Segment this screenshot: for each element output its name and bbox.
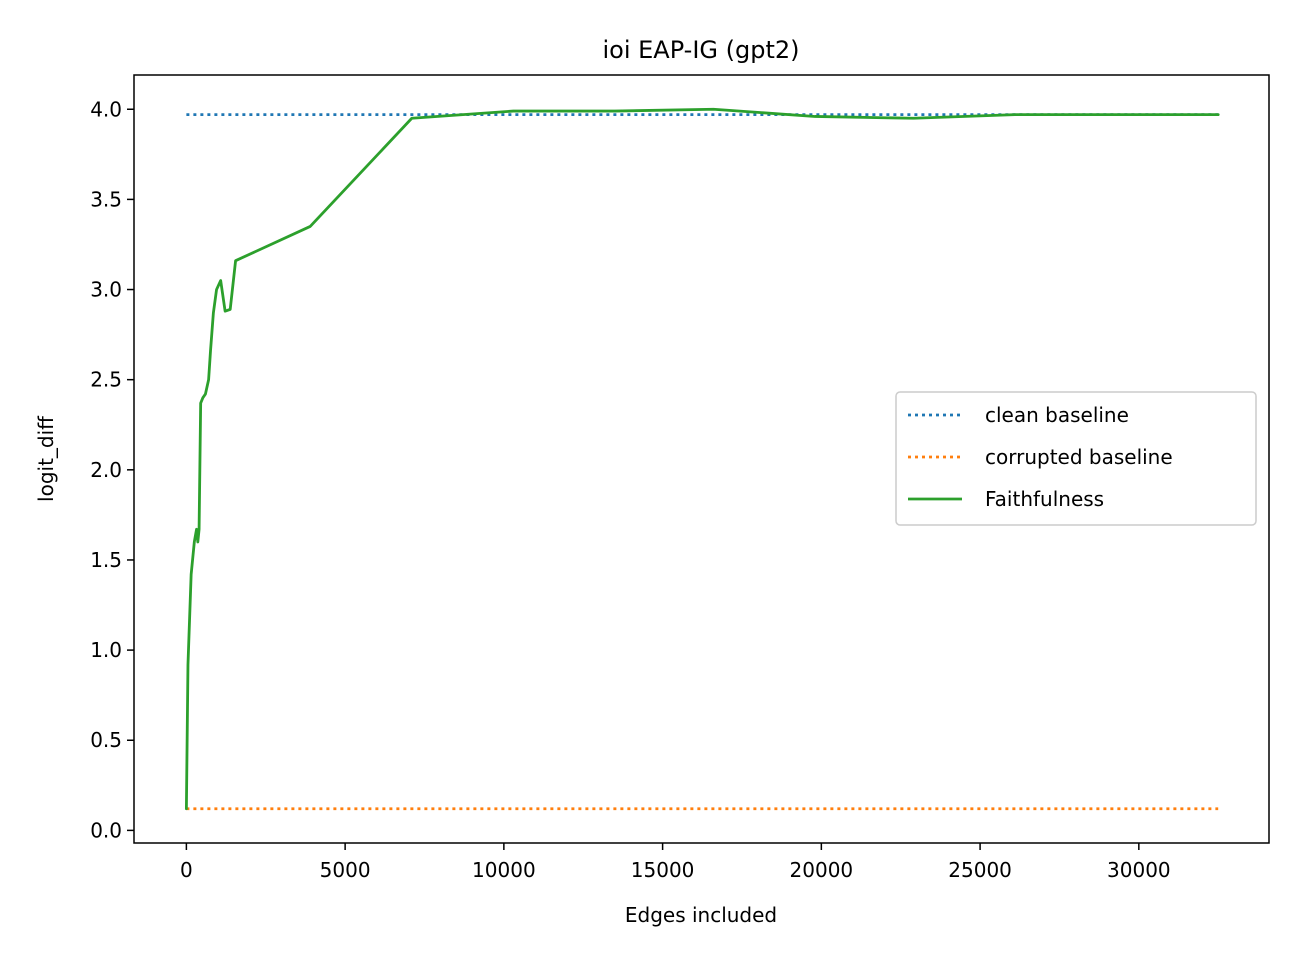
x-axis-label: Edges included — [625, 903, 777, 927]
x-tick-label-3: 15000 — [631, 858, 695, 882]
y-tick-label-8: 4.0 — [90, 97, 122, 121]
x-tick-label-5: 25000 — [948, 858, 1012, 882]
y-tick-label-3: 1.5 — [90, 548, 122, 572]
x-axis: 0 5000 10000 15000 20000 25000 30000 — [180, 843, 1171, 882]
y-axis: 0.0 0.5 1.0 1.5 2.0 2.5 3.0 3.5 4.0 — [90, 97, 134, 842]
x-tick-label-0: 0 — [180, 858, 193, 882]
legend-label-0: clean baseline — [985, 403, 1129, 427]
legend-items: clean baseline corrupted baseline Faithful… — [908, 403, 1173, 511]
chart-title: ioi EAP-IG (gpt2) — [602, 36, 799, 64]
axes-frame — [133, 74, 1270, 844]
y-tick-label-5: 2.5 — [90, 368, 122, 392]
x-tick-label-2: 10000 — [472, 858, 536, 882]
plot-area — [133, 74, 1270, 844]
y-axis-label: logit_diff — [34, 415, 58, 502]
legend-frame — [895, 391, 1257, 526]
y-tick-label-6: 3.0 — [90, 278, 122, 302]
y-tick-label-7: 3.5 — [90, 187, 122, 211]
x-tick-label-4: 20000 — [790, 858, 854, 882]
x-tick-label-6: 30000 — [1107, 858, 1171, 882]
series-line-2 — [184, 107, 1220, 811]
legend-label-2: Faithfulness — [985, 487, 1104, 511]
legend: clean baseline corrupted baseline Faithful… — [895, 391, 1257, 526]
y-tick-label-4: 2.0 — [90, 458, 122, 482]
y-tick-label-1: 0.5 — [90, 728, 122, 752]
y-tick-label-0: 0.0 — [90, 818, 122, 842]
series-layer — [184, 107, 1220, 811]
y-tick-label-2: 1.0 — [90, 638, 122, 662]
legend-label-1: corrupted baseline — [985, 445, 1173, 469]
x-tick-label-1: 5000 — [320, 858, 371, 882]
